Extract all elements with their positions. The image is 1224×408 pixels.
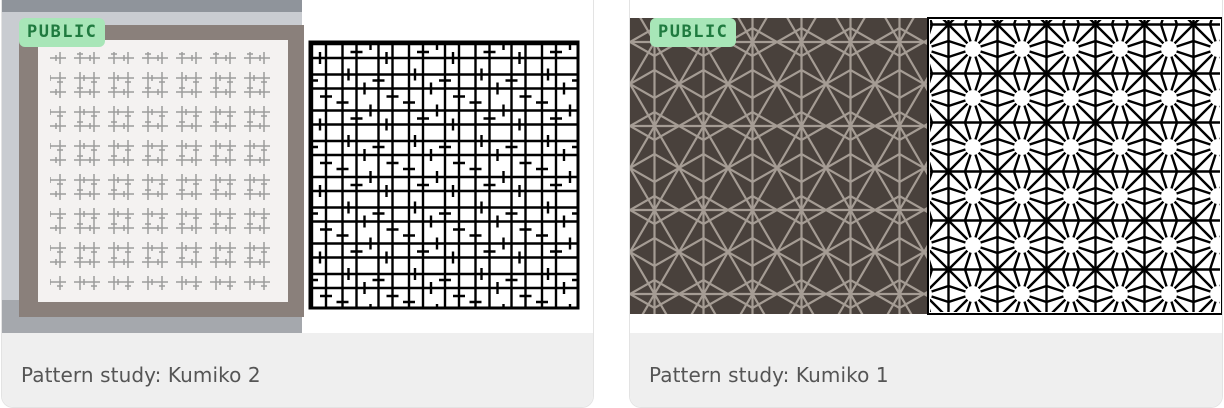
card-footer: Pattern study: Kumiko 2 [2, 333, 593, 407]
project-card-kumiko-1[interactable]: PUBLIC Pattern study: Kumiko 1 [629, 0, 1223, 408]
visibility-badge: PUBLIC [19, 18, 106, 47]
project-title[interactable]: Pattern study: Kumiko 2 [21, 363, 261, 387]
project-title[interactable]: Pattern study: Kumiko 1 [649, 363, 889, 387]
project-card-kumiko-2[interactable]: PUBLIC Pattern study: Kumiko 2 [1, 0, 594, 408]
kumiko-1-preview-image [630, 17, 1222, 315]
project-thumbnail[interactable]: PUBLIC [630, 0, 1222, 333]
visibility-badge: PUBLIC [650, 18, 737, 47]
project-thumbnail[interactable]: PUBLIC [2, 0, 593, 333]
kumiko-2-preview-image [2, 0, 580, 333]
card-footer: Pattern study: Kumiko 1 [630, 333, 1222, 407]
